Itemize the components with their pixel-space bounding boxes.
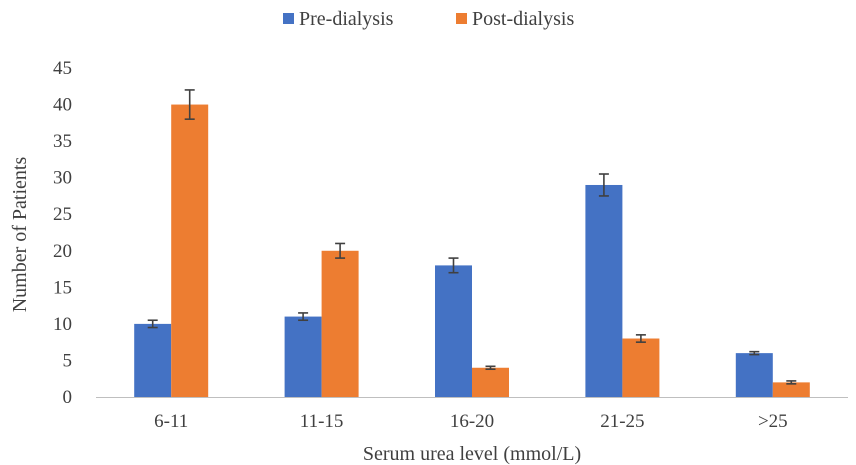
x-axis-title: Serum urea level (mmol/L) (363, 443, 581, 465)
error-bar (598, 173, 609, 197)
bar-pre-dialysis (585, 184, 623, 397)
legend-swatch (283, 13, 294, 24)
legend: Pre-dialysis Post-dialysis (283, 8, 574, 30)
x-tick-label: 6-11 (154, 411, 188, 432)
x-tick-label: 11-15 (300, 411, 344, 432)
bar-post-dialysis (772, 382, 810, 397)
error-bar (184, 89, 195, 120)
error-bar (786, 380, 797, 385)
y-axis-ticks: 0 5 10 15 20 25 30 35 40 45 (53, 58, 72, 408)
error-bar (635, 334, 646, 343)
bar-pre-dialysis (134, 323, 172, 397)
y-tick-label: 0 (63, 387, 73, 408)
error-bar (749, 350, 760, 356)
y-tick-label: 35 (53, 131, 72, 152)
x-tick-label: 16-20 (450, 411, 494, 432)
error-bar (298, 312, 309, 322)
bar-pre-dialysis (735, 353, 773, 397)
y-axis-title: Number of Patients (9, 157, 31, 313)
bar-pre-dialysis (435, 265, 472, 397)
y-tick-label: 25 (53, 204, 72, 225)
bar-post-dialysis (171, 104, 209, 398)
x-tick-label: 21-25 (600, 411, 644, 432)
y-tick-label: 45 (53, 58, 72, 79)
x-axis-ticks: 6-11 11-15 16-20 21-25 >25 (154, 411, 788, 432)
y-tick-label: 15 (53, 277, 72, 298)
y-tick-label: 40 (53, 95, 72, 116)
legend-label: Pre-dialysis (299, 8, 394, 30)
error-bar (147, 319, 158, 329)
bar-pre-dialysis (284, 316, 322, 397)
bar-post-dialysis (622, 338, 660, 397)
legend-label: Post-dialysis (472, 8, 574, 30)
bar-post-dialysis (321, 250, 359, 397)
error-bar (448, 257, 459, 274)
error-bar (485, 365, 496, 371)
y-tick-label: 20 (53, 241, 72, 262)
bar-post-dialysis (472, 367, 509, 397)
y-tick-label: 5 (63, 350, 73, 371)
error-bars (147, 89, 797, 385)
y-tick-label: 30 (53, 168, 72, 189)
y-tick-label: 10 (53, 314, 72, 335)
legend-swatch (456, 13, 467, 24)
x-tick-label: >25 (758, 411, 788, 432)
error-bar (335, 242, 346, 259)
bars (134, 104, 810, 398)
